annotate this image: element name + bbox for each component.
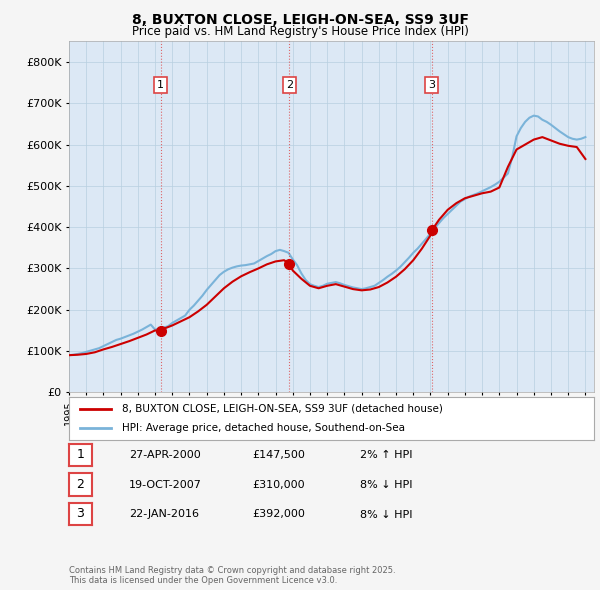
- Text: 8% ↓ HPI: 8% ↓ HPI: [360, 510, 413, 519]
- Text: £310,000: £310,000: [252, 480, 305, 490]
- Text: 3: 3: [76, 507, 85, 520]
- Text: 2: 2: [76, 478, 85, 491]
- Text: £147,500: £147,500: [252, 451, 305, 460]
- Text: 3: 3: [428, 80, 435, 90]
- Text: HPI: Average price, detached house, Southend-on-Sea: HPI: Average price, detached house, Sout…: [121, 423, 404, 433]
- Text: 8, BUXTON CLOSE, LEIGH-ON-SEA, SS9 3UF: 8, BUXTON CLOSE, LEIGH-ON-SEA, SS9 3UF: [131, 13, 469, 27]
- Text: 8, BUXTON CLOSE, LEIGH-ON-SEA, SS9 3UF (detached house): 8, BUXTON CLOSE, LEIGH-ON-SEA, SS9 3UF (…: [121, 404, 442, 414]
- Text: 27-APR-2000: 27-APR-2000: [129, 451, 201, 460]
- Text: 2% ↑ HPI: 2% ↑ HPI: [360, 451, 413, 460]
- Text: £392,000: £392,000: [252, 510, 305, 519]
- Text: 8% ↓ HPI: 8% ↓ HPI: [360, 480, 413, 490]
- Text: 19-OCT-2007: 19-OCT-2007: [129, 480, 202, 490]
- Text: 1: 1: [157, 80, 164, 90]
- Text: Contains HM Land Registry data © Crown copyright and database right 2025.
This d: Contains HM Land Registry data © Crown c…: [69, 566, 395, 585]
- Text: 2: 2: [286, 80, 293, 90]
- Text: 1: 1: [76, 448, 85, 461]
- Text: Price paid vs. HM Land Registry's House Price Index (HPI): Price paid vs. HM Land Registry's House …: [131, 25, 469, 38]
- Text: 22-JAN-2016: 22-JAN-2016: [129, 510, 199, 519]
